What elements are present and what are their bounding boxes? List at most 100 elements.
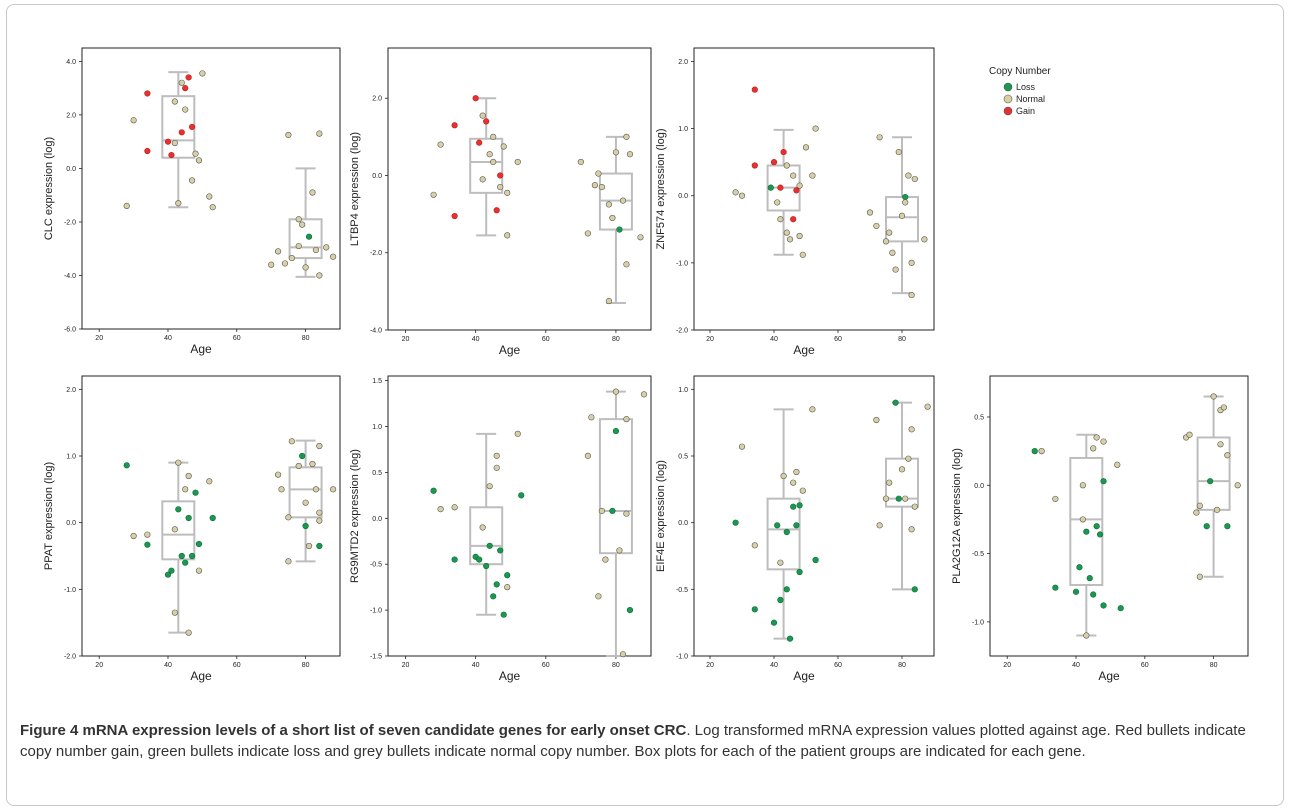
legend-swatch-normal [1003,94,1013,104]
data-point-gain [793,187,800,194]
data-point-normal [504,584,511,591]
data-point-loss [164,571,172,578]
data-point-normal [206,193,213,200]
data-point-loss [895,495,902,502]
data-point-normal [902,199,909,206]
y-tick-label: 2.0 [66,112,76,119]
x-tick-label: 40 [1072,662,1080,669]
data-point-loss [192,489,199,496]
data-point-loss [430,487,437,494]
data-point-normal [783,162,790,169]
data-point-normal [130,117,137,124]
x-tick-label: 60 [1141,662,1149,669]
y-tick-label: 1.0 [66,454,76,461]
caption-body: . Log transformed mRNA expression values… [20,722,1246,760]
data-point-loss [1117,605,1124,612]
data-point-normal [598,507,606,515]
data-point-normal [285,131,292,139]
x-axis-label: Age [793,669,815,683]
x-axis-label: Age [793,343,815,357]
y-tick-label: -4.0 [370,328,382,335]
boxplot [1196,395,1231,578]
data-point-gain [144,147,151,155]
data-point-normal [612,388,620,395]
data-point-normal [924,403,931,410]
data-point-normal [898,466,906,473]
data-point-normal [609,214,616,222]
data-point-loss [182,559,189,566]
data-point-normal [911,503,918,510]
y-tick-label: 0.0 [678,193,688,200]
data-point-normal [598,183,606,191]
data-point-normal [295,242,302,250]
y-axis-label: PPAT expression (log) [43,462,55,570]
data-point-normal [873,222,880,230]
data-point-loss [497,547,504,554]
data-point-normal [908,291,915,299]
x-tick-label: 20 [95,662,103,669]
boxplot [161,71,196,209]
data-point-normal [777,216,784,223]
data-point-normal [732,189,739,196]
data-point-normal [577,158,584,166]
data-point-normal [278,486,285,493]
data-point-loss [305,233,313,240]
data-point-normal [490,133,497,140]
data-point-normal [493,464,500,471]
data-point-normal [637,234,644,241]
data-point-normal [605,201,613,208]
legend-label: Normal [1016,94,1045,104]
data-point-normal [1186,431,1193,438]
data-point-normal [305,542,313,550]
data-point-normal [437,141,444,148]
x-axis-label: Age [499,343,521,357]
panel-znf574: -2.0 -1.0 0.0 1.0 2.0 20 40 60 80 Age ZNF574 expre… [655,47,935,357]
y-axis-label: PLA2G12A expression (log) [951,448,963,584]
data-point-normal [921,236,928,243]
data-point-normal [640,391,648,398]
data-point-loss [504,572,511,579]
data-point-normal [123,202,130,209]
y-tick-label: 1.0 [372,424,382,431]
data-point-normal [1038,448,1045,455]
data-point-normal [486,483,493,490]
y-tick-label: 1.5 [372,378,382,385]
y-tick-label: -2.0 [370,250,382,257]
x-tick-label: 80 [898,662,906,669]
data-point-normal [866,209,874,216]
plot-frame [693,375,935,657]
data-point-loss [1090,591,1097,598]
data-point-normal [171,139,178,147]
plot-frame [81,375,341,657]
y-tick-label: 0.0 [372,516,382,523]
plot-frame [81,47,341,330]
data-point-normal [774,199,781,206]
data-point-normal [206,478,213,485]
data-point-normal [1079,482,1086,489]
y-tick-label: 0.5 [372,470,382,477]
data-point-normal [209,204,216,211]
data-point-normal [274,248,282,255]
data-point-loss [892,399,899,406]
data-point-normal [316,130,323,137]
data-point-normal [619,197,627,204]
data-point-normal [783,229,790,236]
boxplot [288,167,323,278]
data-point-normal [316,272,323,279]
plot-frame [693,47,935,331]
data-point-loss [609,507,616,515]
data-point-gain [497,172,504,179]
y-tick-label: -2.0 [64,654,76,661]
data-point-normal [895,148,902,156]
data-point-loss [774,522,781,529]
data-point-loss [770,619,778,626]
iqr-box [598,418,633,555]
data-point-normal [330,486,337,493]
data-point-loss [783,586,790,593]
y-tick-label: -1.0 [676,260,688,267]
y-tick-label: 0.0 [66,166,76,173]
x-tick-label: 80 [612,336,620,343]
data-point-normal [584,452,591,459]
data-point-normal [873,416,880,424]
iqr-box [766,497,801,571]
